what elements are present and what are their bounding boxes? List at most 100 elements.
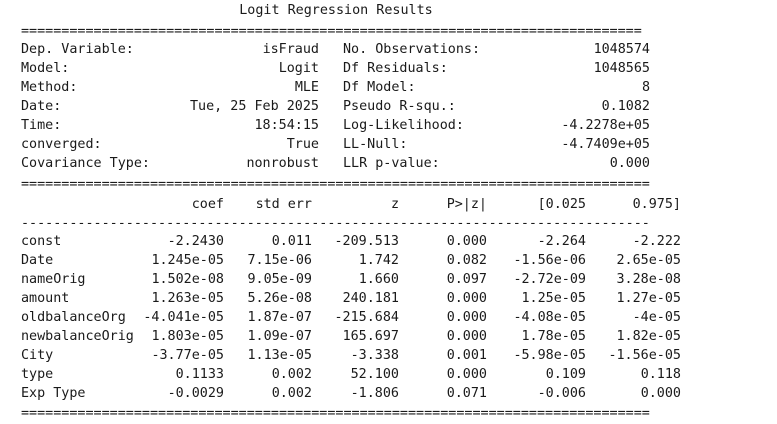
coef-cell: 1.502e-08: [151, 272, 224, 287]
summary-value: Logit: [278, 61, 319, 76]
summary-label: LL-Null:: [343, 137, 408, 152]
summary-value: True: [286, 137, 319, 152]
bottom-double-rule: ========================================…: [21, 406, 650, 421]
coef-cell: -3.338: [350, 348, 399, 363]
coef-cell: 165.697: [342, 329, 399, 344]
coef-cell: 0.082: [446, 253, 487, 268]
coef-cell: 0.011: [271, 234, 312, 249]
coef-row-name: Exp Type: [21, 386, 86, 401]
summary-label: No. Observations:: [343, 42, 481, 57]
coef-cell: 2.65e-05: [616, 253, 682, 268]
summary-value: 0.000: [609, 156, 650, 171]
coef-cell: 3.28e-08: [616, 272, 682, 287]
coef-cell: -1.806: [350, 386, 399, 401]
coef-row-name: oldbalanceOrg: [21, 310, 126, 325]
coef-row-name: type: [21, 367, 54, 382]
coef-cell: -4e-05: [632, 310, 681, 325]
coef-cell: 52.100: [350, 367, 399, 382]
coef-cell: 1.87e-07: [247, 310, 313, 325]
summary-label: Pseudo R-squ.:: [343, 99, 456, 114]
coef-row-name: const: [21, 234, 62, 249]
coef-cell: 1.09e-07: [247, 329, 313, 344]
summary-value: 1048574: [593, 42, 650, 57]
coef-column-header: z: [390, 197, 399, 212]
coef-cell: 0.002: [271, 386, 312, 401]
coef-cell: -2.2430: [167, 234, 224, 249]
coef-cell: 0.071: [446, 386, 487, 401]
coef-cell: 0.000: [446, 291, 487, 306]
coef-cell: 0.001: [446, 348, 487, 363]
summary-label: converged:: [21, 137, 102, 152]
coef-cell: 1.660: [358, 272, 399, 287]
summary-value: Tue, 25 Feb 2025: [190, 99, 319, 114]
summary-label: Model:: [21, 61, 70, 76]
coef-column-header: std err: [255, 197, 312, 212]
coef-cell: 1.245e-05: [151, 253, 224, 268]
coef-cell: -4.08e-05: [513, 310, 586, 325]
summary-value: MLE: [294, 80, 319, 95]
coef-column-header: 0.975]: [632, 197, 681, 212]
summary-label: Log-Likelihood:: [343, 118, 464, 133]
summary-label: Method:: [21, 80, 78, 95]
coef-cell: -215.684: [334, 310, 400, 325]
coef-cell: -5.98e-05: [513, 348, 586, 363]
mid-double-rule: ========================================…: [21, 177, 650, 192]
coef-cell: -0.0029: [167, 386, 224, 401]
summary-label: Date:: [21, 99, 62, 114]
coef-cell: -2.264: [537, 234, 586, 249]
summary-label: Df Residuals:: [343, 61, 448, 76]
summary-value: 8: [641, 80, 650, 95]
summary-label: Dep. Variable:: [21, 42, 134, 57]
summary-label: LLR p-value:: [343, 156, 440, 171]
coef-cell: 1.25e-05: [521, 291, 587, 306]
coef-cell: 0.118: [640, 367, 681, 382]
coef-cell: 0.097: [446, 272, 487, 287]
coef-cell: -0.006: [537, 386, 586, 401]
coef-cell: -2.72e-09: [513, 272, 586, 287]
summary-value: -4.2278e+05: [561, 118, 650, 133]
coef-cell: 5.26e-08: [247, 291, 313, 306]
summary-value: 0.1082: [601, 99, 650, 114]
coef-column-header: P>|z|: [446, 197, 487, 212]
coef-cell: -2.222: [632, 234, 681, 249]
coef-row-name: newbalanceOrig: [21, 329, 134, 344]
summary-label: Covariance Type:: [21, 156, 150, 171]
summary-label: Df Model:: [343, 80, 416, 95]
coef-cell: 0.002: [271, 367, 312, 382]
coef-cell: 0.000: [640, 386, 681, 401]
coef-cell: 0.000: [446, 367, 487, 382]
coef-cell: 1.82e-05: [616, 329, 682, 344]
coef-cell: 0.000: [446, 329, 487, 344]
header-single-rule: ----------------------------------------…: [21, 216, 650, 231]
coef-cell: 0.000: [446, 234, 487, 249]
coef-cell: -1.56e-05: [608, 348, 681, 363]
coef-row-name: nameOrig: [21, 272, 86, 287]
results-title: Logit Regression Results: [239, 3, 433, 18]
coef-cell: 1.803e-05: [151, 329, 224, 344]
coef-cell: -1.56e-06: [513, 253, 586, 268]
summary-value: nonrobust: [246, 156, 319, 171]
coef-cell: 1.27e-05: [616, 291, 682, 306]
summary-value: -4.7409e+05: [561, 137, 650, 152]
coef-cell: -4.041e-05: [143, 310, 224, 325]
coef-cell: 1.263e-05: [151, 291, 224, 306]
summary-value: 1048565: [593, 61, 650, 76]
coef-cell: 0.1133: [175, 367, 224, 382]
coef-column-header: [0.025: [537, 197, 586, 212]
summary-value: isFraud: [262, 42, 319, 57]
coef-row-name: City: [21, 348, 54, 363]
coef-row-name: amount: [21, 291, 70, 306]
coef-cell: 1.742: [358, 253, 399, 268]
coef-cell: 1.78e-05: [521, 329, 587, 344]
coef-cell: 0.000: [446, 310, 487, 325]
coef-column-header: coef: [191, 197, 224, 212]
summary-value: 18:54:15: [254, 118, 320, 133]
coef-cell: 0.109: [545, 367, 586, 382]
coef-cell: -3.77e-05: [151, 348, 224, 363]
coef-cell: 7.15e-06: [247, 253, 313, 268]
coef-cell: 240.181: [342, 291, 399, 306]
top-double-rule: ========================================…: [21, 24, 642, 39]
coef-row-name: Date: [21, 253, 54, 268]
coef-cell: 9.05e-09: [247, 272, 313, 287]
summary-label: Time:: [21, 118, 62, 133]
